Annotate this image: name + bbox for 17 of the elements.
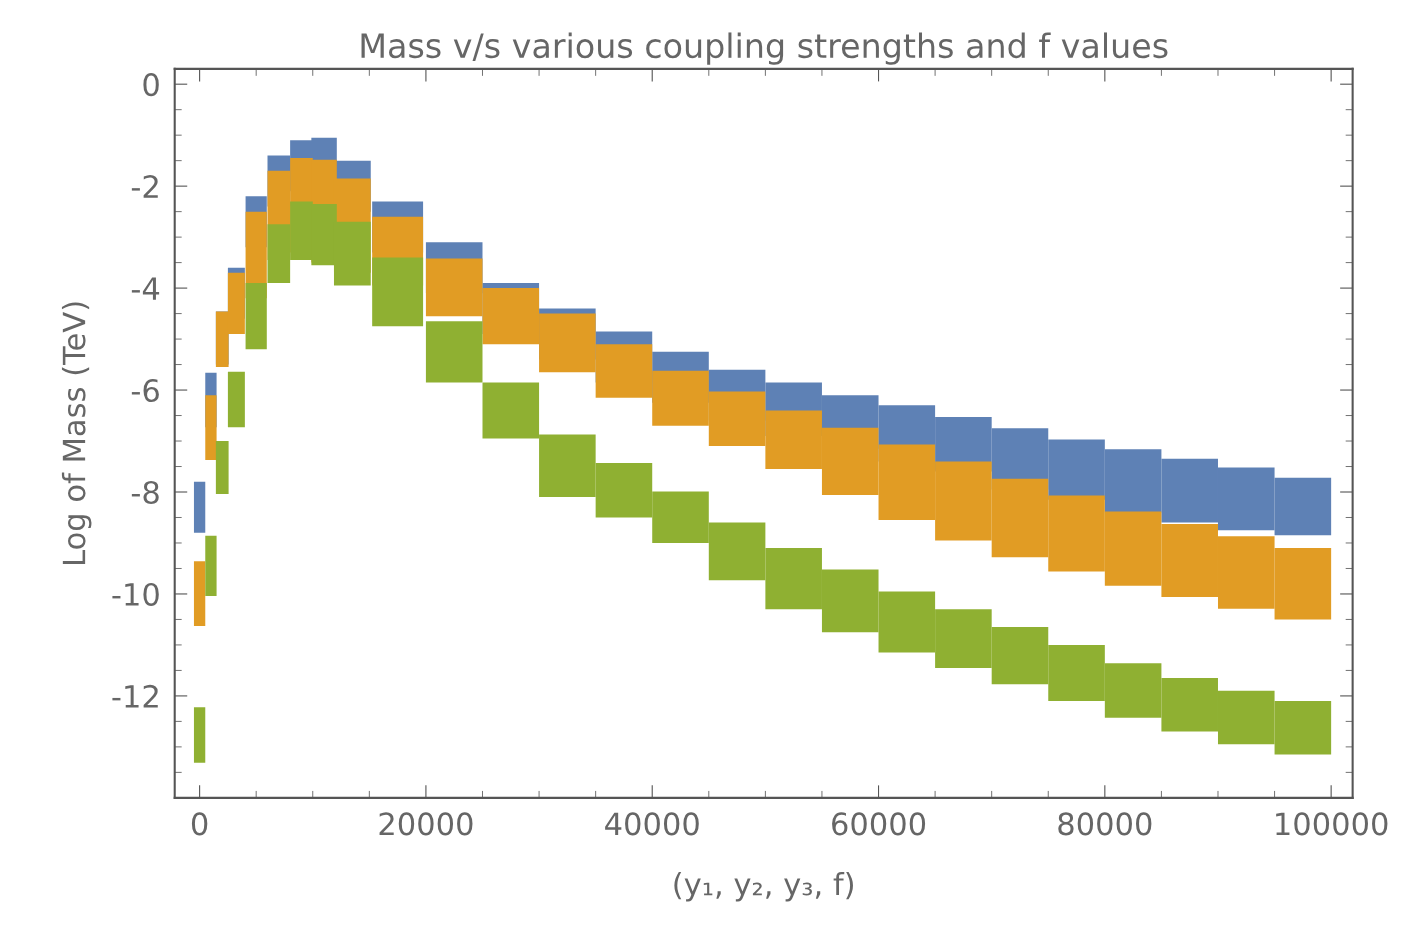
chart-title: Mass v/s various coupling strengths and f values: [361, 32, 1168, 65]
y-axis-title: Log of Mass (TeV): [61, 302, 92, 564]
bar: [425, 321, 483, 383]
x-tick-label: 80000: [1058, 812, 1152, 836]
y-tick-label: -2: [131, 175, 158, 198]
x-tick-label: 0: [191, 812, 208, 836]
y-tick-label: -10: [112, 582, 159, 606]
y-tick-label: -12: [112, 684, 158, 708]
x-tick-label: 20000: [379, 812, 473, 836]
y-tick-label: -6: [131, 378, 159, 403]
y-tick-label: 0: [143, 73, 159, 97]
y-tick-label: -8: [131, 480, 159, 505]
x-tick-label: 60000: [832, 812, 926, 836]
x-tick-label: 40000: [605, 812, 699, 836]
y-tick-label: -4: [131, 277, 160, 300]
x-tick-label: 100000: [1276, 812, 1388, 836]
x-axis-title: (y₁, y₂, y₃, f): [674, 871, 853, 902]
